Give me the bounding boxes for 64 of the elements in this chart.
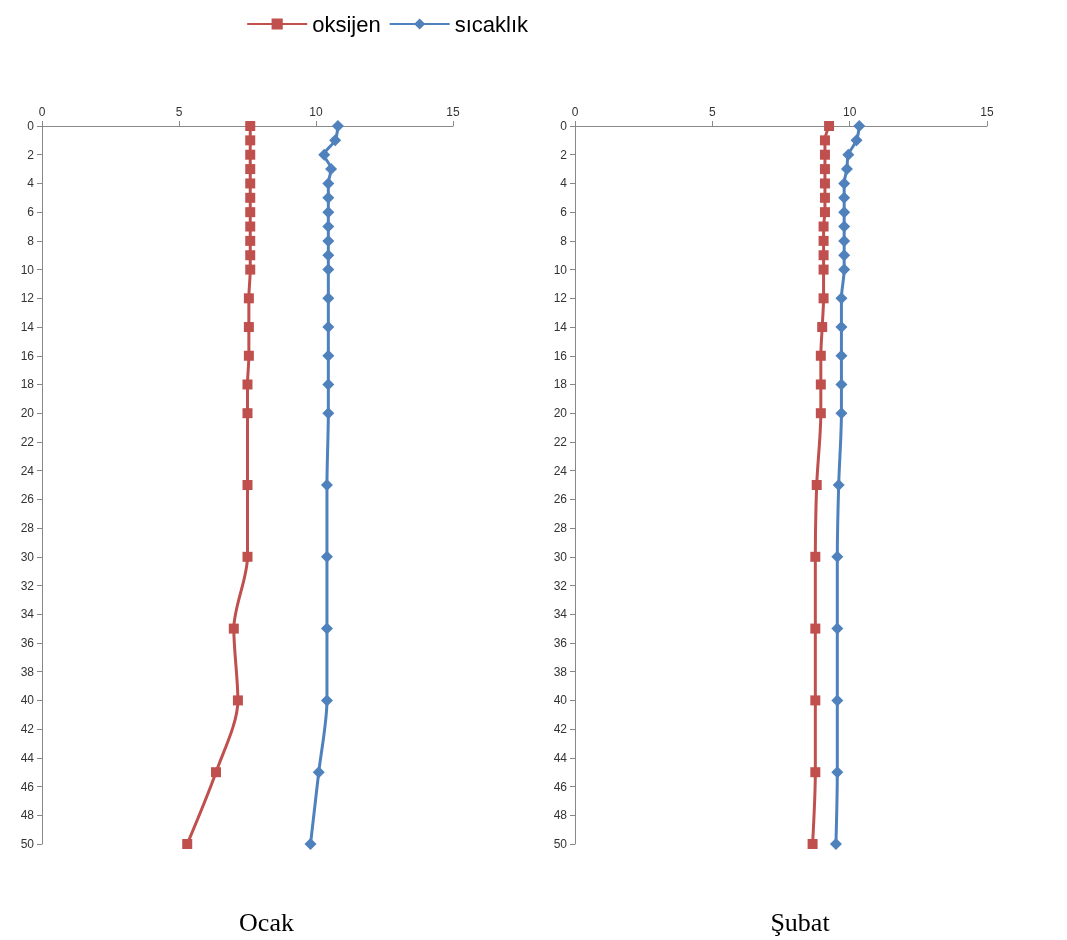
legend-label: sıcaklık: [454, 11, 529, 37]
y-tick-label: 42: [20, 722, 35, 737]
x-tick-label: 0: [38, 105, 46, 119]
y-tick-label: 0: [27, 119, 35, 133]
y-tick-label: 46: [20, 779, 35, 794]
y-tick-label: 50: [20, 837, 35, 851]
y-tick-label: 40: [20, 693, 35, 708]
y-tick-label: 42: [553, 722, 568, 737]
y-tick-label: 2: [27, 147, 35, 162]
y-tick-label: 30: [553, 549, 568, 564]
y-tick-label: 30: [20, 549, 35, 564]
y-tick-label: 2: [560, 147, 568, 162]
x-tick-label: 10: [309, 105, 323, 119]
y-tick-label: 28: [553, 521, 568, 536]
y-tick-label: 12: [553, 291, 568, 306]
y-tick-label: 8: [560, 233, 568, 248]
y-tick-label: 22: [20, 434, 35, 449]
y-tick-label: 20: [20, 406, 35, 421]
y-tick-label: 48: [20, 808, 35, 823]
x-tick-label: 15: [980, 105, 994, 119]
y-tick-label: 14: [20, 320, 35, 335]
y-tick-label: 34: [553, 607, 568, 622]
y-tick-label: 14: [553, 320, 568, 335]
y-tick-label: 8: [27, 233, 35, 248]
y-tick-label: 50: [553, 837, 568, 851]
y-tick-label: 4: [560, 176, 568, 191]
y-tick-label: 6: [560, 205, 568, 220]
y-tick-label: 20: [553, 406, 568, 421]
y-tick-label: 32: [553, 578, 568, 593]
x-tick-label: 10: [842, 105, 857, 119]
y-tick-label: 26: [20, 492, 35, 507]
y-tick-label: 26: [553, 492, 568, 507]
y-tick-label: 24: [553, 463, 568, 478]
y-tick-label: 10: [20, 262, 35, 277]
x-tick-label: 5: [175, 105, 183, 119]
legend-label: oksijen: [312, 11, 381, 37]
y-tick-label: 22: [553, 434, 568, 449]
y-tick-label: 48: [553, 808, 568, 823]
y-tick-label: 38: [553, 664, 568, 679]
text: Ocak: [239, 907, 294, 937]
y-tick-label: 24: [20, 463, 35, 478]
y-tick-label: 32: [20, 578, 35, 593]
y-tick-label: 12: [20, 291, 35, 306]
y-tick-label: 18: [553, 377, 568, 392]
y-tick-label: 6: [27, 205, 35, 220]
y-tick-label: 40: [553, 693, 568, 708]
y-tick-label: 46: [553, 779, 568, 794]
y-tick-label: 4: [27, 176, 35, 191]
x-tick-label: 15: [446, 105, 460, 119]
y-tick-label: 36: [553, 635, 568, 650]
y-tick-label: 34: [20, 607, 35, 622]
x-tick-label: 0: [571, 105, 579, 119]
y-tick-label: 10: [553, 262, 568, 277]
y-tick-label: 28: [20, 521, 35, 536]
y-tick-label: 44: [553, 750, 568, 765]
y-tick-label: 0: [560, 119, 568, 133]
y-tick-label: 18: [20, 377, 35, 392]
y-tick-label: 38: [20, 664, 35, 679]
y-tick-label: 16: [553, 348, 568, 363]
y-tick-label: 36: [20, 635, 35, 650]
text: Şubat: [770, 907, 831, 937]
y-tick-label: 16: [20, 348, 35, 363]
y-tick-label: 44: [20, 750, 35, 765]
x-tick-label: 5: [708, 105, 716, 119]
